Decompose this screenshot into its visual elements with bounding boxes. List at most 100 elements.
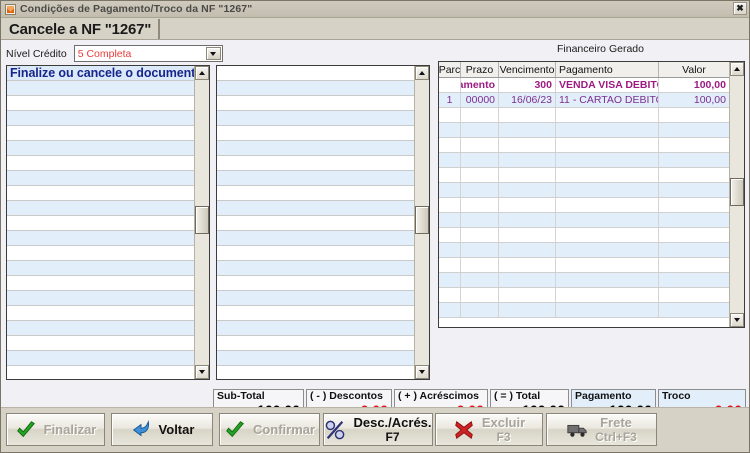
chevron-down-icon[interactable]	[205, 47, 221, 60]
list-item[interactable]	[217, 366, 414, 379]
confirmar-label: Confirmar	[252, 421, 316, 437]
items-list-middle[interactable]	[216, 65, 430, 380]
desconto-acrescimo-label: Desc./Acrés. F7	[353, 414, 432, 444]
list-item[interactable]	[7, 216, 194, 231]
desconto-acrescimo-button[interactable]: Desc./Acrés. F7	[323, 413, 433, 446]
list-item[interactable]	[217, 141, 414, 156]
grid-cell-pagamento	[556, 243, 659, 257]
list-item[interactable]	[217, 96, 414, 111]
list-item[interactable]	[217, 276, 414, 291]
table-row[interactable]	[439, 168, 729, 183]
list-item[interactable]	[217, 351, 414, 366]
list-item[interactable]	[217, 186, 414, 201]
truck-icon	[566, 419, 588, 441]
close-icon[interactable]: ✖	[733, 2, 747, 15]
nivel-credito-combobox[interactable]: 5 Completa	[73, 45, 223, 62]
list-item[interactable]	[7, 291, 194, 306]
list-item[interactable]	[7, 171, 194, 186]
list-item[interactable]	[217, 156, 414, 171]
grid-header-pagamento[interactable]: Pagamento	[556, 62, 659, 77]
table-row[interactable]	[439, 213, 729, 228]
voltar-button[interactable]: Voltar	[111, 413, 213, 446]
list-item[interactable]	[7, 141, 194, 156]
items-list-left[interactable]: Finalize ou cancele o documento	[6, 65, 210, 380]
grid-header-prazo[interactable]: Prazo	[461, 62, 499, 77]
grid-cell-vencimento	[499, 288, 556, 302]
scroll-up-icon[interactable]	[730, 62, 744, 76]
scrollbar-grid[interactable]	[729, 62, 744, 327]
list-item[interactable]	[217, 306, 414, 321]
table-row[interactable]	[439, 108, 729, 123]
scrollbar-middle-list[interactable]	[414, 66, 429, 379]
grid-cell-prazo	[461, 198, 499, 212]
list-item[interactable]	[217, 201, 414, 216]
list-item[interactable]	[7, 231, 194, 246]
total-label: Troco	[662, 390, 691, 402]
grid-header-parc[interactable]: Parc	[439, 62, 461, 77]
list-item[interactable]	[217, 291, 414, 306]
table-row[interactable]	[439, 198, 729, 213]
table-row[interactable]	[439, 243, 729, 258]
total-label: ( + ) Acréscimos	[398, 390, 480, 402]
list-item[interactable]	[7, 246, 194, 261]
list-item[interactable]: Finalize ou cancele o documento	[7, 66, 194, 81]
list-item[interactable]	[7, 351, 194, 366]
list-item[interactable]	[217, 171, 414, 186]
table-row[interactable]	[439, 183, 729, 198]
list-item[interactable]	[7, 186, 194, 201]
list-item[interactable]	[7, 156, 194, 171]
table-row[interactable]: Pagamento300VENDA VISA DEBITO 100,00	[439, 78, 729, 93]
tab-cancele-nf[interactable]: Cancele a NF "1267"	[1, 19, 161, 39]
list-item[interactable]	[7, 111, 194, 126]
list-item[interactable]	[7, 261, 194, 276]
scroll-down-icon[interactable]	[195, 365, 209, 379]
scrollbar-left-list[interactable]	[194, 66, 209, 379]
table-row[interactable]	[439, 303, 729, 318]
table-row[interactable]	[439, 123, 729, 138]
grid-header-vencimento[interactable]: Vencimento	[499, 62, 556, 77]
list-item[interactable]	[217, 66, 414, 81]
table-row[interactable]	[439, 273, 729, 288]
list-item[interactable]	[217, 111, 414, 126]
list-item[interactable]	[217, 336, 414, 351]
list-item[interactable]	[7, 366, 194, 379]
scroll-down-icon[interactable]	[730, 313, 744, 327]
desconto-acrescimo-text: Desc./Acrés.	[353, 414, 432, 430]
grid-cell-parc	[439, 78, 461, 92]
scroll-up-icon[interactable]	[415, 66, 429, 80]
list-item[interactable]	[217, 321, 414, 336]
grid-cell-prazo	[461, 123, 499, 137]
list-item[interactable]	[217, 246, 414, 261]
list-item[interactable]	[7, 306, 194, 321]
list-item[interactable]	[7, 81, 194, 96]
scroll-thumb[interactable]	[730, 178, 744, 206]
grid-header-valor[interactable]: Valor	[682, 63, 706, 76]
list-item[interactable]	[7, 276, 194, 291]
list-item[interactable]	[217, 126, 414, 141]
list-item[interactable]	[217, 261, 414, 276]
scroll-down-icon[interactable]	[415, 365, 429, 379]
table-row[interactable]	[439, 258, 729, 273]
financeiro-gerado-grid[interactable]: Parc Prazo Vencimento Pagamento Valor Pa…	[438, 61, 745, 328]
frete-button[interactable]: Frete Ctrl+F3	[546, 413, 657, 446]
table-row[interactable]	[439, 153, 729, 168]
list-item[interactable]	[7, 201, 194, 216]
list-item[interactable]	[217, 216, 414, 231]
finalizar-button[interactable]: Finalizar	[6, 413, 105, 446]
confirmar-button[interactable]: Confirmar	[219, 413, 320, 446]
table-row[interactable]	[439, 288, 729, 303]
list-item[interactable]	[7, 96, 194, 111]
list-item[interactable]	[7, 126, 194, 141]
list-item[interactable]	[217, 81, 414, 96]
list-item[interactable]	[7, 336, 194, 351]
scroll-up-icon[interactable]	[195, 66, 209, 80]
window-title: Condições de Pagamento/Troco da NF "1267…	[20, 3, 253, 15]
excluir-button[interactable]: Excluir F3	[435, 413, 543, 446]
scroll-thumb[interactable]	[415, 206, 429, 234]
list-item[interactable]	[217, 231, 414, 246]
list-item[interactable]	[7, 321, 194, 336]
table-row[interactable]	[439, 228, 729, 243]
table-row[interactable]	[439, 138, 729, 153]
scroll-thumb[interactable]	[195, 206, 209, 234]
